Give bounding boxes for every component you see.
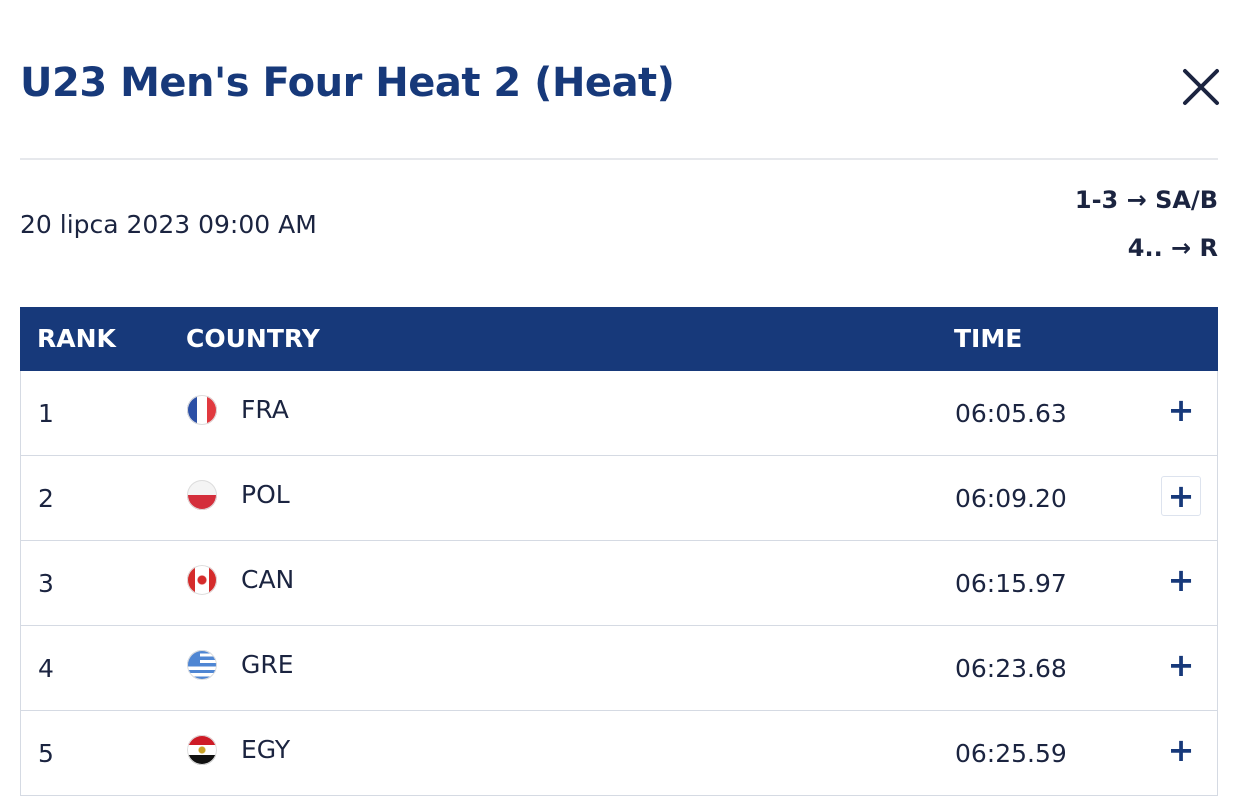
result-row: 4 GRE 06:23.68 + [20, 626, 1218, 711]
time: 06:25.59 [955, 739, 1067, 768]
column-header: COUNTRY [186, 324, 320, 353]
race-date: 20 lipca 2023 09:00 AM [20, 210, 317, 239]
country: POL [241, 480, 290, 509]
country: CAN [241, 565, 295, 594]
table-header: RANK COUNTRY TIME [20, 307, 1218, 371]
time: 06:05.63 [955, 399, 1067, 428]
result-row: 2 POL 06:09.20 + [20, 456, 1218, 541]
flag [187, 480, 217, 510]
time: 06:23.68 [955, 654, 1067, 683]
rank: 5 [38, 739, 54, 768]
result-row: 1 FRA 06:05.63 + [20, 371, 1218, 456]
flag [187, 395, 217, 425]
column-header: RANK [37, 324, 116, 353]
rank: 4 [38, 654, 54, 683]
expand-button[interactable]: + [1167, 561, 1195, 599]
country: GRE [241, 650, 294, 679]
expand-button[interactable]: + [1161, 476, 1201, 516]
expand-button[interactable]: + [1167, 731, 1195, 769]
progression-rule: 1-3 → SA/B [1074, 186, 1218, 214]
result-row: 5 EGY 06:25.59 + [20, 711, 1218, 796]
progression-rule: 4.. → R [1127, 234, 1218, 262]
time: 06:15.97 [955, 569, 1067, 598]
close-button[interactable] [1180, 66, 1222, 108]
rank: 2 [38, 484, 54, 513]
expand-button[interactable]: + [1167, 391, 1195, 429]
expand-button[interactable]: + [1167, 646, 1195, 684]
rank: 3 [38, 569, 54, 598]
flag [187, 650, 217, 680]
column-header: TIME [954, 324, 1023, 353]
time: 06:09.20 [955, 484, 1067, 513]
result-row: 3 CAN 06:15.97 + [20, 541, 1218, 626]
country: FRA [241, 395, 289, 424]
flag [187, 735, 217, 765]
dialog-title: U23 Men's Four Heat 2 (Heat) [20, 60, 675, 106]
rank: 1 [38, 399, 54, 428]
divider [20, 158, 1218, 160]
flag [187, 565, 217, 595]
country: EGY [241, 735, 291, 764]
